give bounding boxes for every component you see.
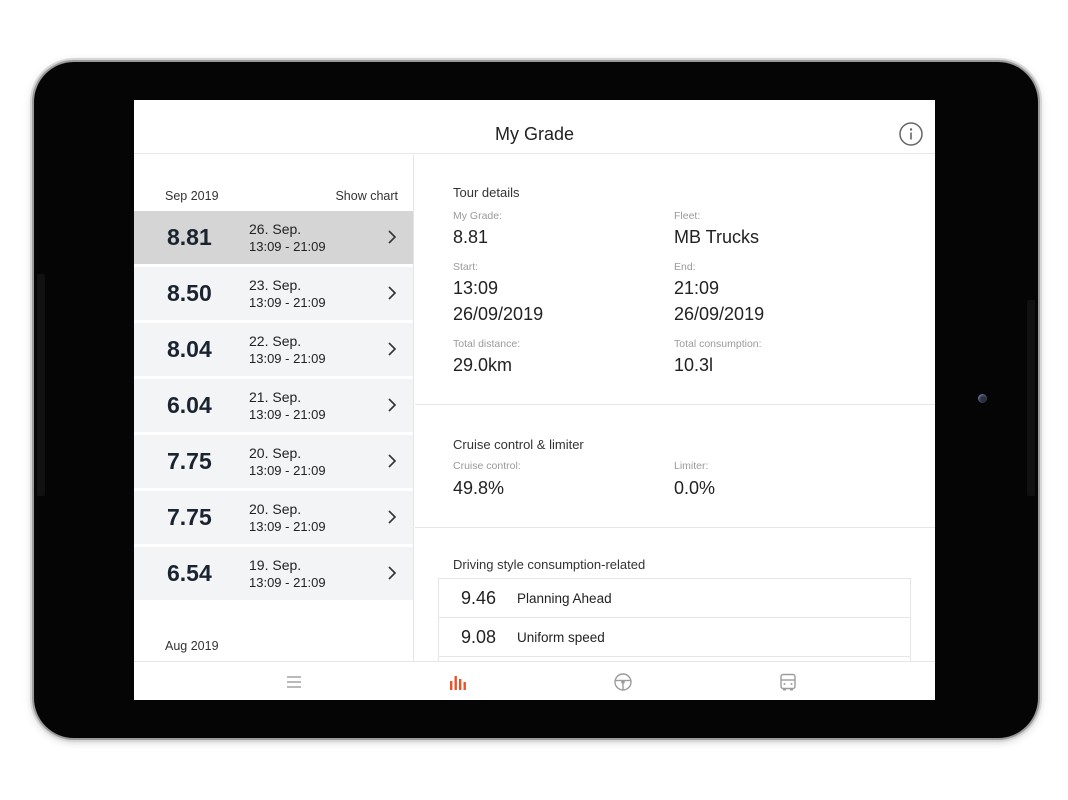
- end-label: End:: [674, 261, 696, 273]
- tour-date: 20. Sep.: [249, 501, 302, 517]
- app-header: My Grade: [134, 100, 935, 154]
- tour-item[interactable]: 8.04 22. Sep. 13:09 - 21:09: [134, 323, 413, 376]
- tour-item[interactable]: 6.04 21. Sep. 13:09 - 21:09: [134, 379, 413, 432]
- distance-label: Total distance:: [453, 338, 521, 350]
- driving-style-table: 9.46 Planning Ahead 9.08 Uniform speed: [438, 578, 911, 661]
- chevron-right-icon: [388, 566, 397, 580]
- cruise-control-value: 49.8%: [453, 478, 505, 498]
- tour-date: 21. Sep.: [249, 389, 302, 405]
- tour-details-title: Tour details: [453, 185, 520, 200]
- tour-grade: 8.50: [167, 280, 212, 306]
- chevron-right-icon: [388, 510, 397, 524]
- limiter-value: 0.0%: [674, 478, 716, 498]
- grade-label: My Grade:: [453, 210, 503, 222]
- tour-date: 26. Sep.: [249, 221, 302, 237]
- chevron-right-icon: [388, 398, 397, 412]
- end-time: 21:09: [674, 278, 720, 298]
- start-label: Start:: [453, 261, 479, 273]
- driving-style-row[interactable]: 9.08 Uniform speed: [438, 618, 911, 657]
- app-screen: My Grade Sep 2019 Show chart 8.81 26. Se…: [134, 100, 935, 700]
- tour-item[interactable]: 8.50 23. Sep. 13:09 - 21:09: [134, 267, 413, 320]
- section-divider: [415, 404, 935, 405]
- page-title: My Grade: [494, 124, 575, 144]
- tour-grade: 6.54: [167, 560, 212, 586]
- limiter-label: Limiter:: [674, 460, 709, 472]
- tour-time: 13:09 - 21:09: [249, 575, 326, 590]
- tour-item[interactable]: 6.54 19. Sep. 13:09 - 21:09: [134, 547, 413, 600]
- tour-date: 20. Sep.: [249, 445, 302, 461]
- tour-time: 13:09 - 21:09: [249, 351, 326, 366]
- month-label: Aug 2019: [165, 639, 219, 653]
- list-icon[interactable]: [284, 672, 304, 692]
- volume-button: [37, 274, 45, 496]
- driving-style-value: 9.08: [461, 627, 497, 647]
- front-camera: [978, 394, 987, 403]
- tour-details-panel[interactable]: Tour details My Grade: 8.81 Fleet: MB Tr…: [415, 155, 935, 661]
- tour-grade: 7.75: [167, 504, 212, 530]
- month-header: Aug 2019: [134, 639, 413, 659]
- steering-wheel-icon[interactable]: [613, 672, 633, 692]
- truck-icon[interactable]: [778, 672, 798, 692]
- month-header: Sep 2019 Show chart: [134, 189, 413, 209]
- tour-grade: 6.04: [167, 392, 212, 418]
- bar-chart-icon[interactable]: [448, 672, 468, 692]
- tour-item[interactable]: 7.75 20. Sep. 13:09 - 21:09: [134, 491, 413, 544]
- chevron-right-icon: [388, 454, 397, 468]
- fleet-label: Fleet:: [674, 210, 701, 222]
- driving-style-row[interactable]: [438, 657, 911, 661]
- tour-date: 19. Sep.: [249, 557, 302, 573]
- tour-time: 13:09 - 21:09: [249, 239, 326, 254]
- section-divider: [415, 527, 935, 528]
- tour-time: 13:09 - 21:09: [249, 295, 326, 310]
- driving-style-title: Driving style consumption-related: [453, 557, 646, 572]
- show-chart-link[interactable]: Show chart: [335, 189, 398, 203]
- cruise-control-label: Cruise control:: [453, 460, 521, 472]
- tour-item[interactable]: 8.81 26. Sep. 13:09 - 21:09: [134, 211, 413, 264]
- chevron-right-icon: [388, 342, 397, 356]
- info-icon[interactable]: [899, 122, 923, 146]
- chevron-right-icon: [388, 230, 397, 244]
- start-time: 13:09: [453, 278, 499, 298]
- tour-grade: 7.75: [167, 448, 212, 474]
- fleet-value: MB Trucks: [674, 227, 760, 247]
- power-button: [1027, 300, 1035, 496]
- tour-grade: 8.04: [167, 336, 212, 362]
- driving-style-value: 9.46: [461, 588, 497, 608]
- start-date: 26/09/2019: [453, 304, 544, 324]
- tour-list-panel[interactable]: Sep 2019 Show chart 8.81 26. Sep. 13:09 …: [134, 155, 414, 661]
- tour-time: 13:09 - 21:09: [249, 407, 326, 422]
- cruise-section-title: Cruise control & limiter: [453, 437, 584, 452]
- tour-list: 8.81 26. Sep. 13:09 - 21:09 8.50 23. Sep…: [134, 211, 413, 603]
- consumption-label: Total consumption:: [674, 338, 762, 350]
- tour-date: 22. Sep.: [249, 333, 302, 349]
- tour-grade: 8.81: [167, 224, 212, 250]
- grade-value: 8.81: [453, 227, 489, 247]
- tour-time: 13:09 - 21:09: [249, 463, 326, 478]
- consumption-value: 10.3l: [674, 355, 714, 375]
- month-label: Sep 2019: [165, 189, 219, 203]
- end-date: 26/09/2019: [674, 304, 765, 324]
- distance-value: 29.0km: [453, 355, 513, 375]
- tour-date: 23. Sep.: [249, 277, 302, 293]
- bottom-nav: [134, 661, 935, 700]
- driving-style-row[interactable]: 9.46 Planning Ahead: [438, 579, 911, 618]
- chevron-right-icon: [388, 286, 397, 300]
- driving-style-name: Uniform speed: [517, 630, 605, 645]
- tour-item[interactable]: 7.75 20. Sep. 13:09 - 21:09: [134, 435, 413, 488]
- tour-time: 13:09 - 21:09: [249, 519, 326, 534]
- driving-style-name: Planning Ahead: [517, 591, 612, 606]
